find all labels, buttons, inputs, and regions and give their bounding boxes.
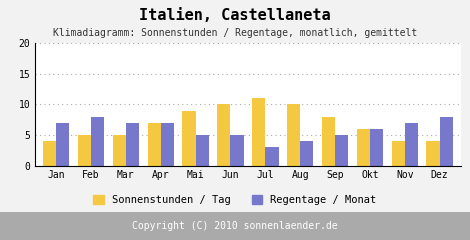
Bar <box>161 123 174 166</box>
Legend: Sonnenstunden / Tag, Regentage / Monat: Sonnenstunden / Tag, Regentage / Monat <box>94 195 376 205</box>
Bar <box>405 123 418 166</box>
Bar <box>148 123 161 166</box>
Bar <box>43 141 56 166</box>
Bar <box>392 141 405 166</box>
Bar <box>266 147 279 166</box>
Text: Copyright (C) 2010 sonnenlaender.de: Copyright (C) 2010 sonnenlaender.de <box>132 221 338 231</box>
Bar <box>370 129 383 166</box>
Text: Italien, Castellaneta: Italien, Castellaneta <box>139 8 331 24</box>
Bar <box>357 129 370 166</box>
Bar <box>196 135 209 166</box>
Bar <box>217 104 230 166</box>
Bar <box>335 135 348 166</box>
Bar <box>78 135 91 166</box>
Bar <box>230 135 244 166</box>
Bar <box>126 123 139 166</box>
Text: Klimadiagramm: Sonnenstunden / Regentage, monatlich, gemittelt: Klimadiagramm: Sonnenstunden / Regentage… <box>53 28 417 38</box>
Bar <box>426 141 439 166</box>
Bar <box>322 117 335 166</box>
Bar <box>182 110 196 166</box>
Bar <box>56 123 70 166</box>
Bar <box>91 117 104 166</box>
Bar <box>287 104 300 166</box>
Bar <box>300 141 313 166</box>
Bar <box>252 98 266 166</box>
Bar <box>439 117 453 166</box>
Bar <box>113 135 126 166</box>
